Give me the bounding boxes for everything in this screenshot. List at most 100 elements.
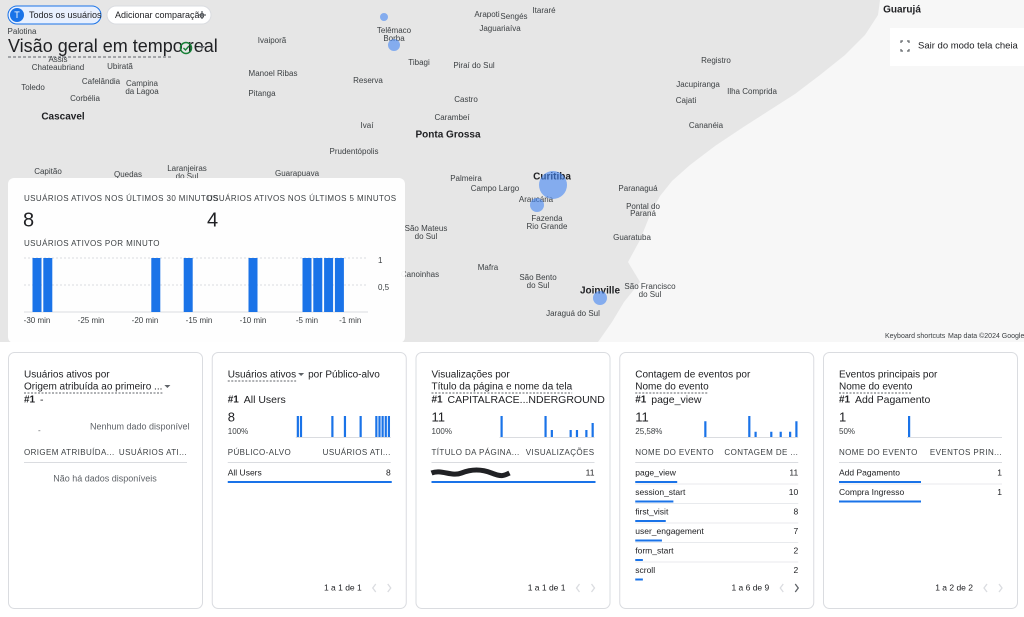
row-value: 8 (794, 506, 799, 516)
place-label: São Mateus (405, 224, 448, 233)
sparkline-bar (500, 416, 503, 437)
place-label: Ilha Comprida (727, 87, 777, 96)
row-share-bar (227, 481, 392, 483)
next-page[interactable] (794, 583, 800, 593)
place-label: Rio Grande (527, 222, 568, 231)
row-name[interactable]: All Users (228, 467, 262, 477)
place-label: Jaguariaíva (479, 24, 521, 33)
dimension-dropdown[interactable] (298, 373, 305, 376)
card-subtitle: Título da página e nome da tela (432, 382, 573, 393)
sparkline-bar (908, 416, 911, 437)
row-name[interactable]: first_visit (635, 506, 669, 516)
row-name[interactable]: Compra Ingresso (839, 487, 904, 497)
location-bubble (388, 39, 400, 51)
sparkline-bar (591, 423, 594, 437)
sparkline-bar (381, 416, 384, 437)
card-frame (619, 352, 815, 609)
row-share-bar (635, 520, 666, 522)
place-label: Ubiratã (107, 62, 133, 71)
place-label: Ivaí (361, 121, 375, 130)
bar (313, 258, 323, 312)
card-title: Usuários ativos (228, 370, 296, 381)
place-label: Sengés (500, 12, 527, 21)
place-label: do Sul (527, 281, 550, 290)
place-label: Toledo (21, 83, 45, 92)
prev-page[interactable] (371, 583, 377, 593)
empty-table: Não há dados disponíveis (53, 473, 157, 483)
prev-page[interactable] (779, 583, 784, 593)
top-value: 11 (432, 409, 446, 424)
place-label: Jaraguá do Sul (546, 309, 600, 318)
top-value: 8 (228, 409, 235, 424)
row-name[interactable]: page_view (635, 467, 677, 477)
location-bubble (593, 291, 607, 305)
active-5-label: USUÁRIOS ATIVOS NOS ÚLTIMOS 5 MINUTOS (207, 194, 397, 203)
place-label: Assis (48, 55, 67, 64)
column-header: TÍTULO DA PÁGINA... (432, 448, 520, 457)
row-value: 7 (794, 526, 799, 536)
segment-chip[interactable] (7, 5, 102, 25)
place-label: Quedas (114, 170, 142, 179)
place-label: Manoel Ribas (249, 69, 298, 78)
segment-initial: T (14, 10, 20, 20)
map-sea (598, 0, 1024, 342)
card-frame (8, 352, 203, 609)
row-share-bar (635, 481, 678, 483)
prev-page[interactable] (575, 583, 581, 593)
prev-page[interactable] (983, 583, 988, 593)
sparkline-bar (754, 431, 757, 437)
location-bubble (530, 198, 544, 212)
place-label: Borba (383, 34, 405, 43)
x-tick-label: -30 min (24, 316, 51, 325)
bar (32, 258, 42, 312)
sparkline-bar (704, 421, 707, 437)
next-page[interactable] (998, 583, 1003, 593)
column-header: NOME DO EVENTO (839, 448, 918, 457)
card-subtitle: Nome do evento (635, 382, 709, 393)
column-header: USUÁRIOS ATI... (119, 448, 187, 457)
row-name[interactable]: Add Pagamento (839, 467, 900, 477)
place-label: Canoinhas (401, 270, 439, 279)
place-label: Cascavel (41, 112, 85, 123)
place-label: São Bento (519, 273, 557, 282)
row-name[interactable]: scroll (635, 565, 655, 575)
active-5-value: 4 (207, 209, 218, 231)
bar (151, 258, 161, 312)
sparkline-bar (569, 430, 572, 437)
exit-fullscreen-icon[interactable] (900, 40, 910, 52)
next-page[interactable] (387, 583, 392, 593)
row-name[interactable]: user_engagement (635, 526, 704, 536)
top-value: 1 (839, 409, 846, 424)
map-keyboard-shortcuts[interactable]: Keyboard shortcuts (885, 333, 946, 340)
row-name[interactable]: session_start (635, 487, 686, 497)
bar (324, 258, 334, 312)
row-share-bar (635, 539, 662, 542)
add-comparison-chip[interactable] (106, 5, 212, 25)
row-share-bar (431, 481, 596, 483)
exit-fullscreen-label[interactable]: Sair do modo tela cheia (918, 41, 1019, 52)
row-share-bar (635, 559, 643, 561)
place-label: Corbélia (70, 94, 100, 103)
row-value: 8 (386, 467, 391, 477)
map-bubbles (380, 13, 607, 305)
place-label: Fazenda (531, 214, 563, 223)
card-subtitle: Origem atribuída ao primeiro ... (24, 382, 162, 393)
add-comparison-label: Adicionar comparação (115, 10, 205, 20)
card-frame (415, 352, 611, 609)
title-dropdown[interactable] (199, 46, 205, 49)
place-label: Registro (701, 56, 731, 65)
row-name[interactable]: form_start (635, 545, 674, 555)
place-label: Castro (454, 95, 478, 104)
top-share: 25,58% (635, 427, 662, 436)
dimension-dropdown[interactable] (164, 385, 171, 388)
place-label: Capitão (34, 167, 62, 176)
place-label: Reserva (353, 76, 383, 85)
place-label: da Lagoa (125, 87, 159, 96)
sparkline-bar (795, 421, 798, 437)
next-page[interactable] (590, 583, 596, 593)
